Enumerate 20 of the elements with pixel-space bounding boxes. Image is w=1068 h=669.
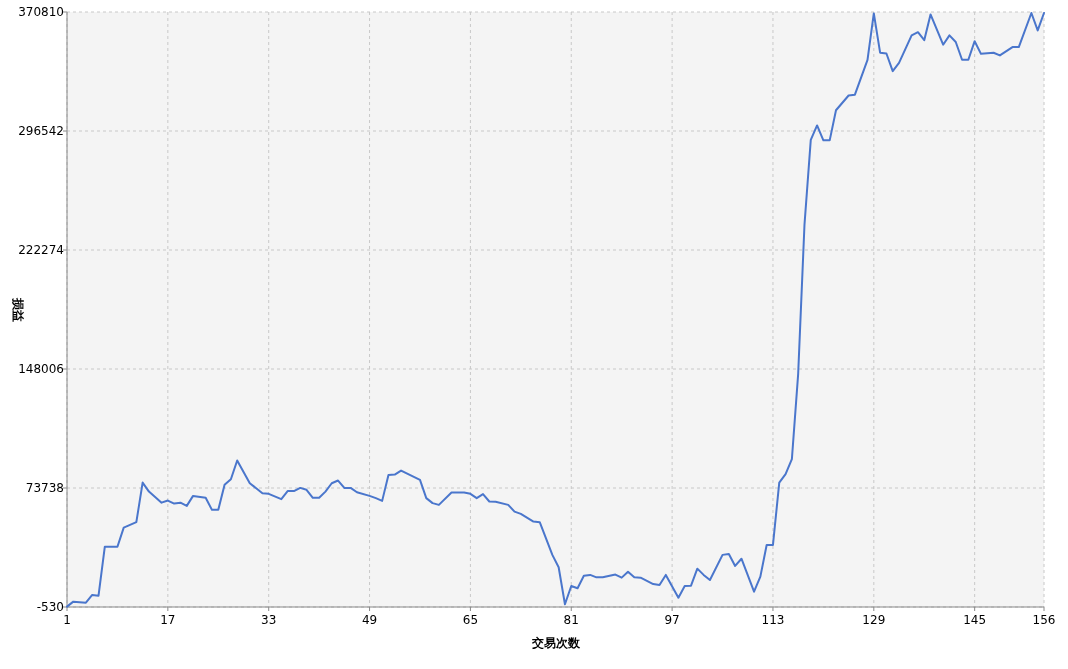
x-tick-label: 49 [361,613,378,627]
x-tick-label: 1 [63,613,71,627]
y-tick-label: -530 [36,600,64,614]
x-tick-label: 17 [160,613,176,627]
x-tick-label: 97 [664,613,680,627]
x-tick-label: 65 [462,613,479,627]
y-tick-label: 222274 [18,243,64,257]
y-tick-label: 370810 [18,5,64,19]
x-tick-label: 156 [1032,613,1056,627]
x-tick-label: 113 [761,613,785,627]
line-series [66,11,1045,608]
y-tick-label: 148006 [18,362,64,376]
x-axis-title: 交易次数 [530,636,581,650]
x-tick-label: 33 [261,613,277,627]
y-axis-title: 损益 [11,296,25,322]
x-tick-label: 81 [563,613,579,627]
y-tick-label: 296542 [18,124,64,138]
y-tick-label: 73738 [25,481,64,495]
x-tick-label: 145 [963,613,987,627]
x-tick-label: 129 [862,613,886,627]
